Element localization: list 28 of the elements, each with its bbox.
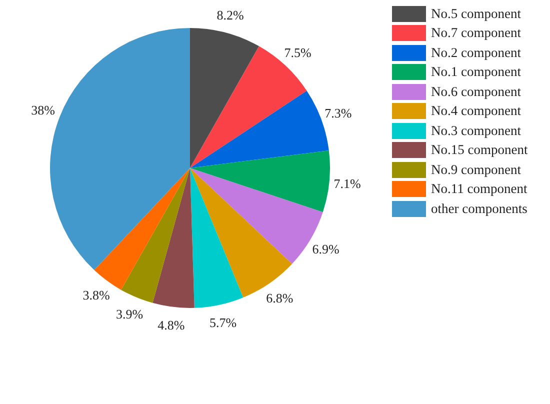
legend-label: No.2 component xyxy=(431,44,521,61)
pie-slice xyxy=(190,150,330,212)
pie-slice xyxy=(94,168,190,290)
data-label: 8.2% xyxy=(216,8,244,23)
pie-slice xyxy=(152,168,194,308)
legend-label: No.5 component xyxy=(431,6,521,22)
legend-label: No.15 component xyxy=(431,142,528,158)
legend-label: No.4 component xyxy=(431,103,521,120)
data-label: 3.8% xyxy=(82,288,110,303)
pie-slice xyxy=(190,168,244,308)
legend-label: No.9 component xyxy=(431,162,521,178)
pie-slice xyxy=(121,168,190,303)
legend-label: No.1 component xyxy=(431,64,521,80)
data-label: 6.8% xyxy=(266,290,294,306)
legend-label: No.7 component xyxy=(431,25,521,42)
data-label: 38% xyxy=(31,102,56,118)
pie-slice xyxy=(190,28,259,168)
data-label: 7.1% xyxy=(334,176,361,191)
data-label: 7.3% xyxy=(324,106,352,121)
data-label: 7.5% xyxy=(284,44,312,60)
data-label: 4.8% xyxy=(158,317,185,332)
data-label: 3.9% xyxy=(116,306,144,322)
legend-label: other components xyxy=(431,200,528,217)
legend-label: No.6 component xyxy=(431,84,521,100)
data-label: 6.9% xyxy=(312,241,340,256)
data-label: 5.7% xyxy=(209,315,237,330)
legend-label: No.3 component xyxy=(431,122,521,139)
legend-label: No.11 component xyxy=(431,181,528,198)
